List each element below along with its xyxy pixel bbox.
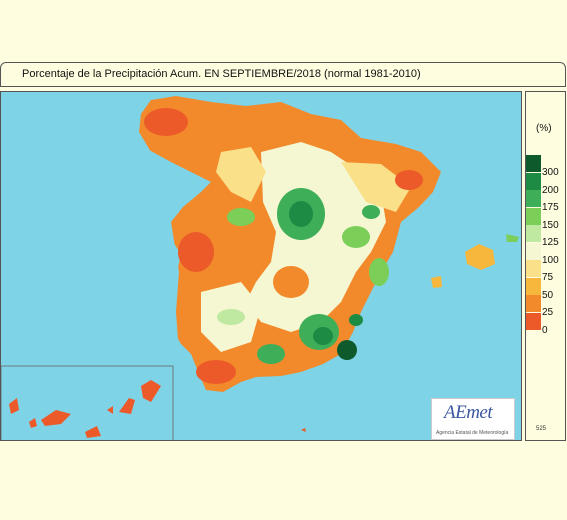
spain-precipitation-map bbox=[1, 96, 519, 440]
legend-panel: (%) 300 200 175 150 125 100 75 50 25 0 525 bbox=[525, 91, 566, 441]
green-patch-madrid-core bbox=[289, 201, 313, 227]
legend-label: 200 bbox=[542, 184, 559, 196]
legend-swatch bbox=[526, 225, 541, 242]
legend-label: 50 bbox=[542, 289, 554, 301]
legend-label: 125 bbox=[542, 237, 559, 248]
title-bar: Porcentaje de la Precipitación Acum. EN … bbox=[0, 62, 566, 87]
ceuta-melilla bbox=[301, 428, 306, 432]
green-patch-se-2 bbox=[349, 314, 363, 326]
green-patch-south-2 bbox=[313, 327, 333, 345]
green-patch-west bbox=[227, 208, 255, 226]
green-patch-south-4 bbox=[217, 309, 245, 325]
canary-island-3 bbox=[85, 426, 101, 438]
map-id: 525 bbox=[536, 426, 547, 432]
legend-label: 150 bbox=[542, 219, 559, 231]
red-zone-west bbox=[178, 232, 214, 272]
green-patch-center bbox=[342, 226, 370, 248]
legend-label: 25 bbox=[542, 307, 554, 318]
red-zone-northwest bbox=[144, 108, 188, 136]
legend-label: 175 bbox=[542, 202, 559, 213]
balearic-ibiza bbox=[431, 276, 442, 288]
green-patch-southeast bbox=[337, 340, 357, 360]
canary-island-1 bbox=[9, 398, 19, 414]
legend-swatch bbox=[526, 295, 541, 312]
map-title: Porcentaje de la Precipitación Acum. EN … bbox=[22, 68, 421, 80]
red-zone-east bbox=[395, 170, 423, 190]
portugal-area bbox=[129, 132, 191, 392]
canary-island-2 bbox=[41, 410, 71, 426]
legend-swatch bbox=[526, 312, 541, 330]
legend-label: 300 bbox=[542, 167, 559, 178]
map-panel: AEmet Agencia Estatal de Meteorología bbox=[0, 91, 522, 441]
canary-inset-frame bbox=[1, 365, 174, 440]
legend-swatch bbox=[526, 277, 541, 295]
logo-subtitle: Agencia Estatal de Meteorología bbox=[436, 430, 509, 436]
green-patch-east bbox=[369, 258, 389, 286]
yellow-zone-east bbox=[341, 162, 411, 212]
legend-swatch bbox=[526, 260, 541, 277]
red-zone-southwest bbox=[196, 360, 236, 384]
legend-label: 0 bbox=[542, 324, 548, 336]
canary-island-5 bbox=[141, 380, 161, 402]
legend-swatch bbox=[526, 190, 541, 207]
canary-island-7 bbox=[107, 406, 113, 414]
canary-island-6 bbox=[29, 418, 37, 428]
legend-swatch bbox=[526, 242, 541, 260]
legend-swatch bbox=[526, 172, 541, 190]
legend-label: 75 bbox=[542, 272, 554, 283]
green-patch-south-3 bbox=[257, 344, 285, 364]
legend-swatch bbox=[526, 155, 541, 172]
aemet-logo: AEmet Agencia Estatal de Meteorología bbox=[431, 398, 515, 440]
balearic-mallorca bbox=[465, 244, 495, 270]
logo-text: AEmet bbox=[444, 402, 493, 423]
green-patch-ne bbox=[362, 205, 380, 219]
yellow-zone-north bbox=[216, 147, 266, 202]
canary-island-4 bbox=[119, 398, 135, 414]
legend-swatch bbox=[526, 207, 541, 225]
legend-label: 100 bbox=[542, 254, 559, 266]
legend-unit: (%) bbox=[536, 123, 552, 134]
red-zone-center bbox=[273, 266, 309, 298]
balearic-menorca bbox=[506, 234, 519, 242]
